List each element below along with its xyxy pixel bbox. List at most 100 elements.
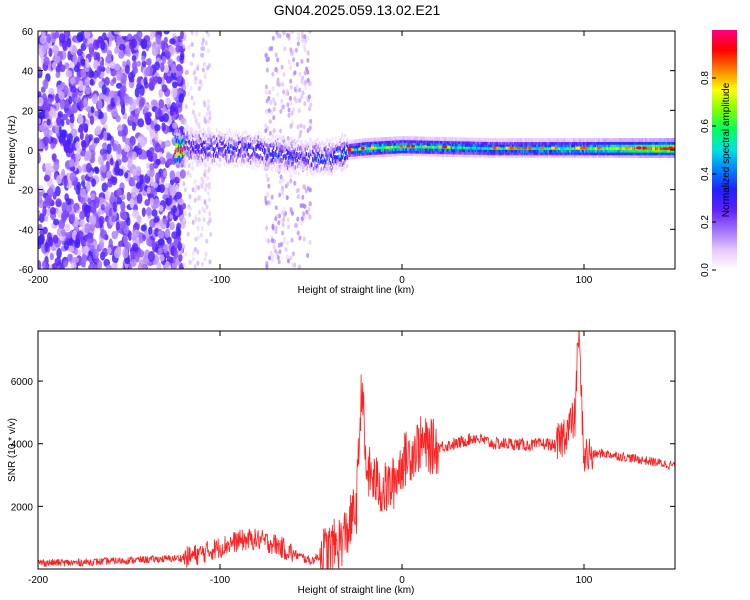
heatmap-cell — [178, 143, 181, 148]
heatmap-cell — [573, 138, 575, 143]
heatmap-cell — [621, 151, 623, 156]
heatmap-cell — [564, 148, 566, 153]
heatmap-cell — [485, 151, 488, 156]
heatmap-cell — [240, 153, 242, 158]
heatmap-cell — [249, 154, 252, 159]
heatmap-cell — [259, 153, 262, 158]
heatmap-cell — [599, 148, 601, 153]
heatmap-cell — [525, 138, 527, 143]
heatmap-cell — [280, 98, 284, 104]
heatmap-cell — [534, 148, 537, 153]
heatmap-cell — [233, 154, 235, 159]
heatmap-cell — [471, 142, 473, 147]
heatmap-cell — [56, 175, 63, 185]
heatmap-cell — [218, 163, 220, 168]
heatmap-cell — [285, 195, 289, 201]
heatmap-cell — [349, 150, 351, 155]
heatmap-cell — [376, 140, 378, 145]
heatmap-cell — [61, 168, 66, 178]
heatmap-cell — [518, 140, 520, 145]
heatmap-cell — [546, 143, 549, 148]
heatmap-cell — [302, 124, 306, 130]
heatmap-cell — [297, 264, 301, 269]
heatmap-cell — [633, 153, 635, 158]
heatmap-cell — [203, 161, 206, 166]
heatmap-cell — [567, 146, 570, 151]
heatmap-cell — [284, 141, 287, 146]
heatmap-cell — [418, 141, 420, 146]
heatmap-cell — [286, 102, 290, 108]
heatmap-cell — [156, 185, 161, 193]
heatmap-cell — [640, 153, 643, 158]
heatmap-cell — [324, 147, 326, 152]
heatmap-cell — [88, 43, 94, 52]
heatmap-cell — [257, 154, 259, 159]
heatmap-cell — [390, 136, 393, 141]
heatmap-cell — [189, 135, 192, 140]
heatmap-cell — [630, 140, 633, 145]
heatmap-cell — [250, 136, 253, 141]
heatmap-cell — [309, 118, 313, 124]
heatmap-cell — [455, 137, 457, 142]
heatmap-cell — [632, 143, 634, 148]
heatmap-cell — [287, 59, 291, 65]
heatmap-cell — [271, 149, 274, 154]
heatmap-cell — [91, 215, 97, 226]
heatmap-cell — [339, 157, 341, 162]
heatmap-cell — [590, 138, 592, 143]
heatmap-cell — [589, 138, 591, 143]
heatmap-cell — [328, 157, 330, 162]
heatmap-cell — [556, 146, 559, 151]
heatmap-cell — [199, 232, 203, 238]
heatmap-cell — [534, 151, 537, 156]
heatmap-cell — [289, 173, 293, 179]
heatmap-cell — [327, 171, 329, 176]
heatmap-cell — [136, 147, 143, 155]
heatmap-cell — [408, 152, 410, 157]
heatmap-cell — [179, 31, 185, 40]
heatmap-cell — [480, 151, 482, 156]
heatmap-cell — [657, 151, 659, 156]
heatmap-cell — [279, 147, 281, 152]
heatmap-cell — [173, 250, 179, 260]
heatmap-cell — [206, 152, 208, 157]
heatmap-cell — [475, 150, 478, 155]
heatmap-cell — [298, 235, 302, 241]
heatmap-cell — [407, 146, 409, 151]
heatmap-cell — [281, 104, 285, 110]
heatmap-cell — [613, 151, 615, 156]
heatmap-cell — [289, 65, 293, 71]
heatmap-cell — [196, 152, 198, 157]
heatmap-cell — [381, 145, 384, 150]
heatmap-cell — [403, 136, 406, 141]
heatmap-cell — [483, 151, 485, 156]
heatmap-cell — [614, 143, 616, 148]
heatmap-cell — [116, 70, 123, 81]
heatmap-cell — [451, 145, 454, 150]
heatmap-cell — [381, 153, 384, 158]
heatmap-cell — [475, 148, 478, 153]
heatmap-cell — [267, 154, 269, 159]
heatmap-cell — [206, 160, 208, 165]
heatmap-cell — [208, 110, 212, 116]
heatmap-cell — [158, 99, 164, 109]
heatmap-cell — [265, 139, 267, 144]
heatmap-cell — [633, 140, 635, 145]
heatmap-cell — [396, 141, 398, 146]
heatmap-cell — [134, 107, 141, 115]
heatmap-cell — [516, 148, 518, 153]
heatmap-cell — [169, 170, 176, 181]
heatmap-cell — [171, 71, 176, 79]
heatmap-cell — [268, 89, 272, 95]
heatmap-cell — [419, 144, 421, 149]
heatmap-cell — [241, 148, 243, 153]
heatmap-cell — [293, 180, 297, 186]
heatmap-cell — [253, 140, 255, 145]
heatmap-cell — [232, 140, 234, 145]
heatmap-cell — [490, 151, 492, 156]
heatmap-cell — [264, 162, 266, 167]
heatmap-cell — [511, 148, 514, 153]
heatmap-cell — [170, 178, 175, 186]
heatmap-cell — [220, 141, 222, 146]
heatmap-cell — [462, 140, 465, 145]
